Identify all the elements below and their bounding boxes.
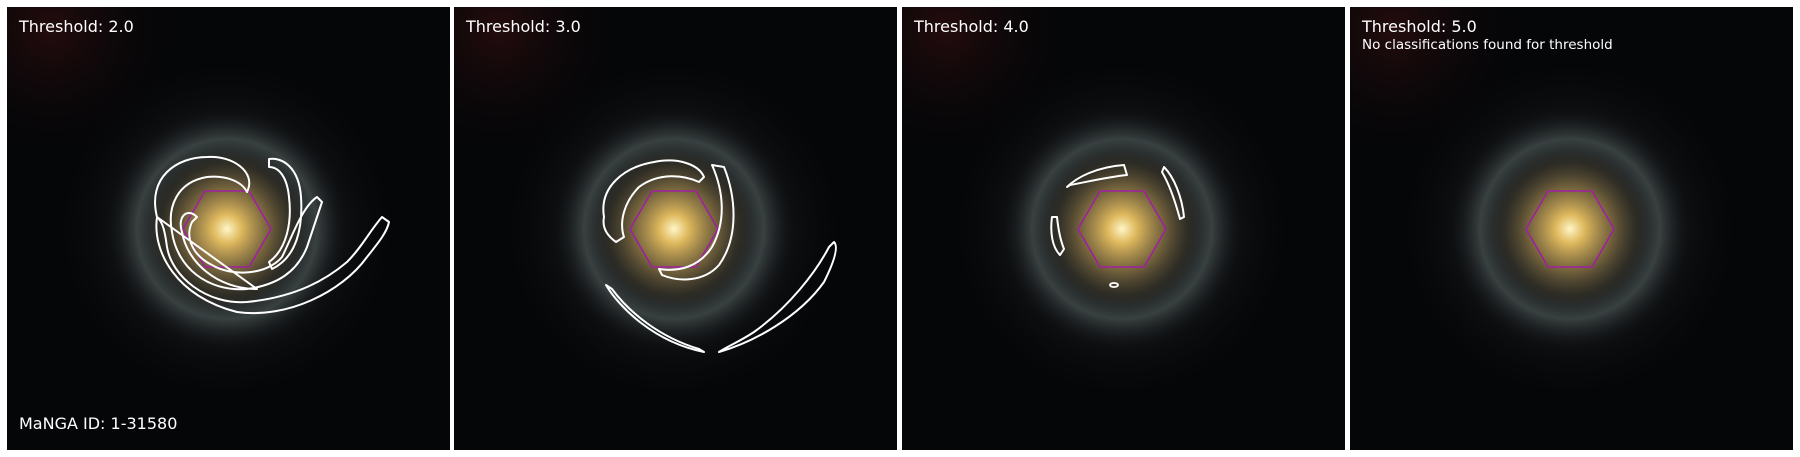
hexagon-aperture (1077, 190, 1167, 268)
manga-id-label: MaNGA ID: 1-31580 (19, 414, 178, 433)
outer-arm-contour (155, 216, 390, 315)
arm-contour-right (1161, 166, 1185, 220)
spiral-arm-contour (154, 155, 323, 291)
inner-arm-contour-2 (658, 164, 735, 281)
threshold-label: Threshold: 5.0 (1362, 17, 1477, 36)
galaxy-image (902, 7, 1345, 450)
galaxy-image (454, 7, 897, 450)
outer-arm-contour (605, 284, 705, 353)
hexagon-aperture (629, 190, 719, 268)
threshold-panel-3: Threshold: 3.0 (454, 7, 897, 450)
inner-arm-contour (602, 159, 705, 243)
inner-arm-contour (268, 157, 303, 270)
threshold-panel-2: Threshold: 2.0 MaNGA ID: 1-31580 (7, 7, 450, 450)
threshold-label: Threshold: 4.0 (914, 17, 1029, 36)
threshold-panel-4: Threshold: 4.0 (902, 7, 1345, 450)
arm-contour-left (1050, 216, 1065, 256)
hexagon-aperture (1525, 190, 1615, 268)
threshold-label: Threshold: 2.0 (19, 17, 134, 36)
galaxy-image (7, 7, 450, 450)
outer-arm-contour-2 (718, 241, 837, 353)
galaxy-image (1350, 7, 1793, 450)
no-classifications-note: No classifications found for threshold (1362, 37, 1613, 53)
threshold-label: Threshold: 3.0 (466, 17, 581, 36)
threshold-panel-5: Threshold: 5.0 No classifications found … (1350, 7, 1793, 450)
arm-contour-dot (1109, 282, 1119, 288)
arm-contour-top (1066, 164, 1128, 188)
hexagon-aperture (182, 190, 272, 268)
